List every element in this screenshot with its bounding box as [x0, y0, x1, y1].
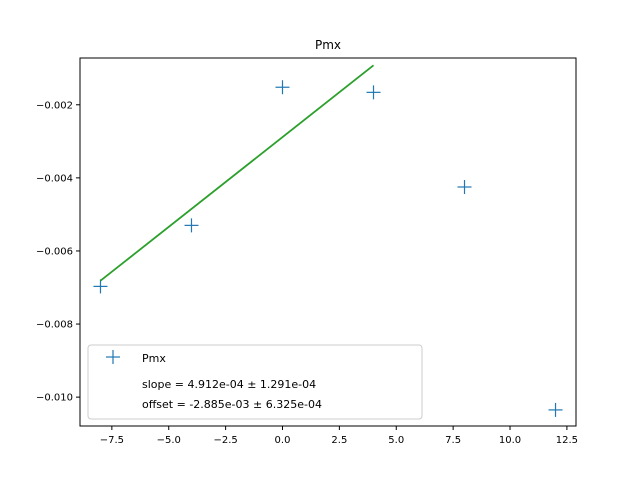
y-tick-label: −0.002: [36, 100, 73, 111]
legend-offset-text: offset = -2.885e-03 ± 6.325e-04: [142, 398, 322, 411]
x-tick-label: −7.5: [100, 435, 124, 446]
legend-label-pmx: Pmx: [142, 352, 166, 365]
data-point: [184, 218, 199, 233]
y-tick-label: −0.004: [36, 173, 73, 184]
data-point: [548, 402, 563, 417]
y-tick-label: −0.010: [36, 393, 73, 404]
x-tick-label: 7.5: [445, 435, 461, 446]
plot-layer: [93, 64, 563, 417]
y-tick-label: −0.008: [36, 320, 73, 331]
legend: Pmx slope = 4.912e-04 ± 1.291e-04 offset…: [87, 344, 423, 420]
x-tick-label: −5.0: [157, 435, 181, 446]
y-tick-label: −0.006: [36, 246, 73, 257]
data-point: [275, 80, 290, 95]
data-point: [457, 180, 472, 195]
y-axis: −0.002 −0.004 −0.006 −0.008 −0.010: [36, 100, 80, 404]
legend-marker-pmx: [106, 350, 120, 364]
legend-slope-text: slope = 4.912e-04 ± 1.291e-04: [142, 378, 316, 391]
legend-box: [87, 344, 423, 420]
x-tick-label: 10.0: [499, 435, 521, 446]
data-point: [366, 85, 381, 100]
fit-line: [99, 64, 375, 282]
plot-frame: [79, 57, 577, 427]
data-point: [93, 279, 108, 294]
x-tick-label: 5.0: [388, 435, 404, 446]
x-tick-label: 12.5: [556, 435, 578, 446]
x-axis: −7.5 −5.0 −2.5 0.0 2.5 5.0 7.5 10.0 12.5: [100, 426, 578, 446]
x-tick-label: −2.5: [213, 435, 237, 446]
chart-title: Pmx: [315, 38, 341, 52]
x-tick-label: 0.0: [275, 435, 291, 446]
x-tick-label: 2.5: [331, 435, 347, 446]
